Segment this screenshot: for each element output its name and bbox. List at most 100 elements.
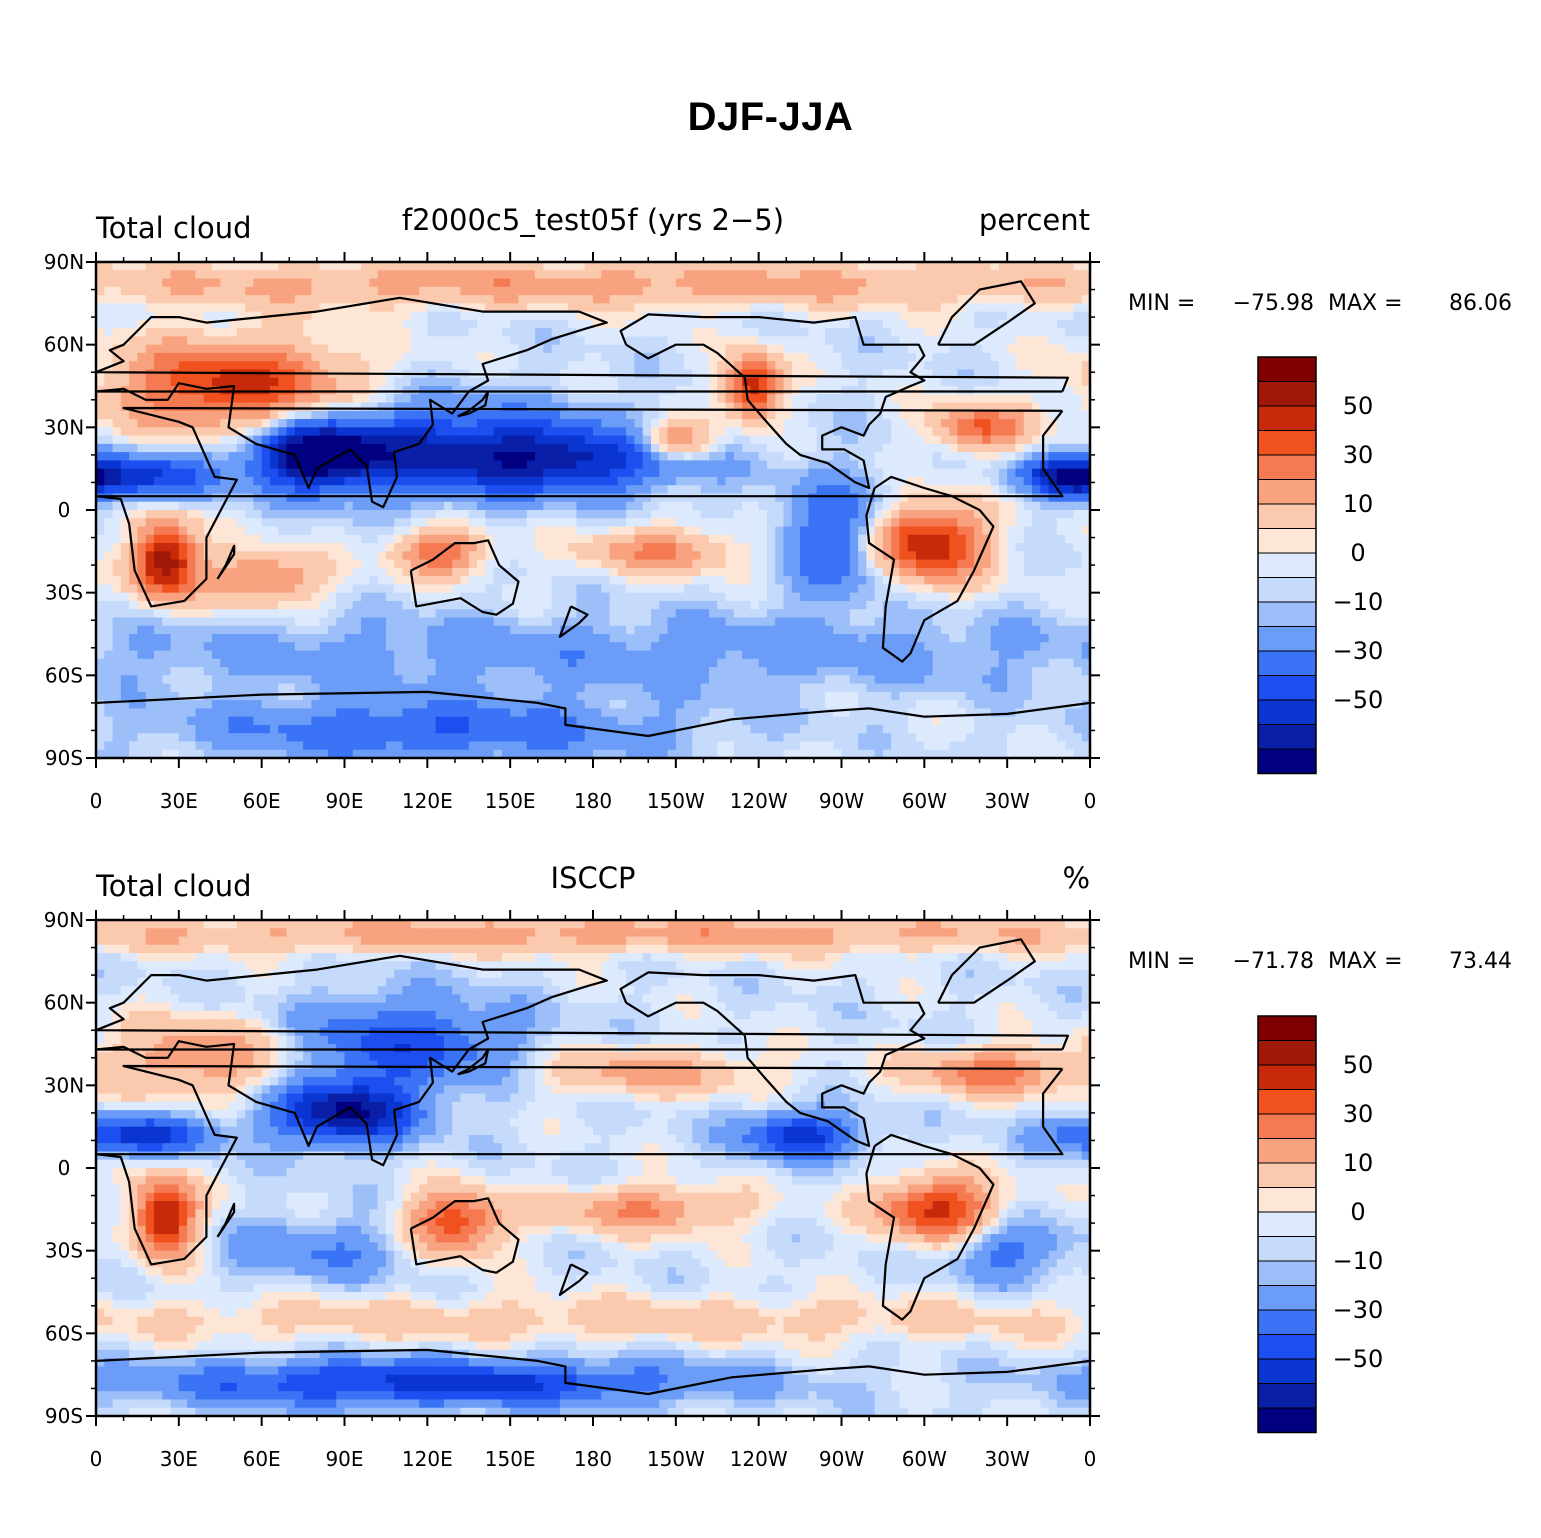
contour-cell: [816, 518, 826, 528]
contour-cell: [559, 286, 569, 296]
contour-cell: [824, 352, 834, 362]
contour-cell: [443, 377, 453, 387]
contour-cell: [236, 410, 246, 420]
contour-cell: [974, 576, 983, 585]
contour-cell: [816, 352, 826, 362]
contour-cell: [1056, 543, 1066, 552]
contour-cell: [493, 303, 503, 313]
contour-cell: [236, 567, 246, 577]
contour-cell: [650, 303, 660, 313]
contour-cell: [410, 402, 420, 412]
contour-cell: [187, 543, 196, 552]
contour-cell: [659, 270, 669, 280]
contour-cell: [1081, 402, 1091, 412]
contour-cell: [916, 510, 925, 519]
contour-cell: [369, 485, 379, 495]
contour-cell: [535, 584, 544, 594]
contour-cell: [659, 443, 669, 453]
contour-cell: [617, 493, 627, 503]
contour-cell: [808, 427, 818, 437]
contour-cell: [112, 485, 122, 495]
contour-cell: [253, 410, 263, 420]
contour-cell: [352, 410, 362, 420]
contour-cell: [766, 592, 776, 602]
contour-cell: [667, 278, 677, 288]
contour-cell: [791, 344, 801, 354]
contour-cell: [1040, 344, 1050, 354]
contour-cell: [601, 452, 611, 461]
contour-cell: [758, 526, 768, 536]
contour-cell: [195, 510, 205, 519]
contour-cell: [352, 419, 362, 428]
contour-cell: [96, 559, 105, 569]
contour-cell: [998, 286, 1008, 296]
contour-cell: [626, 311, 636, 321]
contour-cell: [1015, 394, 1025, 404]
contour-cell: [419, 352, 428, 362]
contour-cell: [924, 394, 934, 404]
contour-cell: [129, 303, 139, 313]
contour-cell: [874, 468, 884, 478]
contour-cell: [1056, 295, 1066, 304]
contour-cell: [907, 443, 917, 453]
contour-cell: [1073, 443, 1083, 453]
contour-cell: [485, 410, 495, 420]
contour-cell: [1040, 518, 1050, 528]
contour-cell: [957, 485, 967, 495]
contour-cell: [286, 452, 296, 461]
contour-cell: [543, 319, 553, 329]
contour-cell: [245, 319, 254, 329]
contour-cell: [493, 361, 503, 371]
contour-cell: [518, 278, 528, 288]
contour-cell: [791, 311, 801, 321]
contour-cell: [1073, 369, 1083, 379]
contour-cell: [253, 435, 263, 445]
contour-cell: [568, 336, 578, 346]
contour-cell: [220, 559, 230, 569]
contour-cell: [866, 336, 876, 346]
contour-cell: [468, 394, 478, 404]
contour-cell: [153, 262, 163, 271]
contour-cell: [477, 493, 486, 503]
contour-cell: [526, 551, 536, 561]
contour-cell: [187, 369, 196, 379]
contour-cell: [1073, 559, 1083, 569]
contour-cell: [584, 476, 594, 486]
contour-cell: [758, 361, 768, 371]
contour-cell: [1065, 485, 1075, 495]
contour-cell: [957, 468, 967, 478]
contour-cell: [758, 510, 768, 519]
contour-cell: [1048, 452, 1058, 461]
contour-cell: [394, 435, 404, 445]
contour-cell: [187, 286, 196, 296]
contour-cell: [518, 377, 528, 387]
contour-cell: [982, 295, 992, 304]
contour-cell: [584, 419, 594, 428]
contour-cell: [634, 584, 644, 594]
contour-cell: [982, 543, 992, 552]
contour-cell: [535, 303, 544, 313]
contour-cell: [891, 592, 901, 602]
contour-cell: [990, 534, 1000, 544]
contour-cell: [477, 510, 486, 519]
contour-cell: [990, 344, 1000, 354]
contour-cell: [766, 476, 776, 486]
contour-cell: [137, 592, 147, 602]
contour-cell: [162, 468, 172, 478]
contour-cell: [841, 543, 851, 552]
contour-cell: [907, 485, 917, 495]
contour-cell: [129, 311, 139, 321]
contour-cell: [974, 476, 983, 486]
contour-cell: [833, 452, 843, 461]
contour-cell: [460, 262, 470, 271]
contour-cell: [940, 468, 950, 478]
contour-cell: [816, 303, 826, 313]
contour-cell: [352, 460, 362, 470]
contour-cell: [1081, 476, 1091, 486]
contour-cell: [684, 600, 693, 610]
contour-cell: [294, 443, 304, 453]
contour-cell: [1056, 443, 1066, 453]
contour-cell: [369, 270, 379, 280]
contour-cell: [833, 286, 843, 296]
contour-cell: [750, 262, 760, 271]
